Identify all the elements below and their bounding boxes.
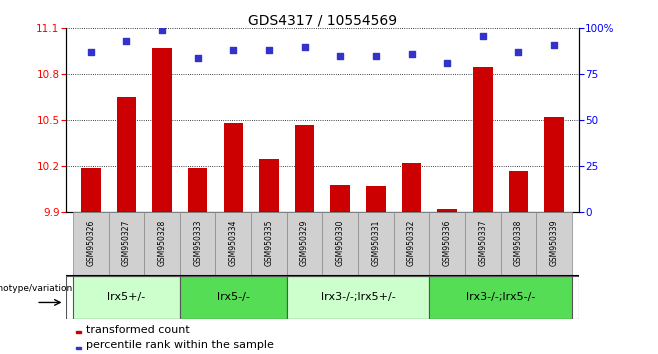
Point	[406, 51, 417, 57]
Bar	[76, 347, 81, 349]
Bar	[73, 212, 109, 276]
Point	[299, 44, 310, 50]
Text: GSM950335: GSM950335	[265, 220, 274, 266]
Point	[192, 55, 203, 61]
Bar	[287, 212, 322, 276]
Bar	[109, 212, 144, 276]
Bar	[76, 331, 81, 333]
Bar	[116, 97, 136, 212]
Bar	[224, 124, 243, 212]
Text: percentile rank within the sample: percentile rank within the sample	[86, 340, 274, 350]
Bar	[465, 212, 501, 276]
Point	[228, 47, 239, 53]
Title: GDS4317 / 10554569: GDS4317 / 10554569	[248, 13, 397, 27]
Text: GSM950336: GSM950336	[443, 220, 451, 266]
Bar	[251, 212, 287, 276]
Text: GSM950334: GSM950334	[229, 220, 238, 266]
Text: GSM950333: GSM950333	[193, 220, 202, 266]
Bar	[322, 212, 358, 276]
Bar	[259, 159, 279, 212]
Text: transformed count: transformed count	[86, 325, 190, 335]
Bar	[544, 117, 564, 212]
Point	[513, 50, 524, 55]
Bar	[152, 48, 172, 212]
Text: genotype/variation: genotype/variation	[0, 284, 73, 292]
Bar	[536, 212, 572, 276]
Bar	[501, 212, 536, 276]
Point	[86, 50, 96, 55]
Point	[121, 38, 132, 44]
Text: GSM950339: GSM950339	[549, 220, 559, 266]
Bar	[473, 67, 493, 212]
Text: GSM950337: GSM950337	[478, 220, 488, 266]
Point	[549, 42, 559, 48]
Bar	[429, 212, 465, 276]
Text: GSM950328: GSM950328	[157, 220, 166, 266]
Bar	[358, 212, 393, 276]
Text: GSM950332: GSM950332	[407, 220, 416, 266]
Bar	[287, 276, 429, 319]
Bar	[402, 163, 421, 212]
Text: GSM950326: GSM950326	[86, 220, 95, 266]
Bar	[216, 212, 251, 276]
Point	[264, 47, 274, 53]
Point	[478, 33, 488, 39]
Text: GSM950329: GSM950329	[300, 220, 309, 266]
Bar	[429, 276, 572, 319]
Bar	[295, 125, 315, 212]
Bar	[81, 168, 101, 212]
Point	[157, 27, 167, 33]
Text: GSM950327: GSM950327	[122, 220, 131, 266]
Text: GSM950330: GSM950330	[336, 220, 345, 266]
Bar	[393, 212, 429, 276]
Text: lrx3-/-;lrx5-/-: lrx3-/-;lrx5-/-	[466, 292, 536, 302]
Point	[442, 61, 453, 66]
Text: GSM950338: GSM950338	[514, 220, 523, 266]
Bar	[180, 212, 216, 276]
Point	[335, 53, 345, 59]
Bar	[330, 185, 350, 212]
Bar	[180, 276, 287, 319]
Bar	[188, 168, 207, 212]
Bar	[438, 209, 457, 212]
Text: lrx5+/-: lrx5+/-	[107, 292, 145, 302]
Text: GSM950331: GSM950331	[371, 220, 380, 266]
Bar	[366, 186, 386, 212]
Text: lrx5-/-: lrx5-/-	[217, 292, 250, 302]
Bar	[509, 171, 528, 212]
Point	[370, 53, 381, 59]
Text: lrx3-/-;lrx5+/-: lrx3-/-;lrx5+/-	[320, 292, 395, 302]
Bar	[144, 212, 180, 276]
Bar	[73, 276, 180, 319]
